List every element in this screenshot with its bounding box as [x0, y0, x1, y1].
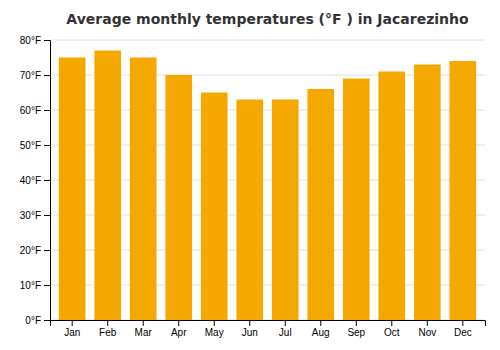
tick-mark — [249, 320, 250, 326]
tick: Apr — [171, 320, 187, 338]
tick-label: Jul — [279, 327, 292, 338]
tick: 20°F — [20, 245, 50, 256]
tick-mark — [44, 75, 50, 76]
bar — [59, 58, 86, 321]
tick: 30°F — [20, 210, 50, 221]
tick: Nov — [418, 320, 436, 338]
tick-mark — [44, 110, 50, 111]
tick-mark — [44, 40, 50, 41]
tick-label: 50°F — [20, 140, 41, 151]
bar — [94, 51, 121, 321]
tick-label: 0°F — [25, 315, 41, 326]
tick-label: 80°F — [20, 35, 41, 46]
tick-mark — [44, 145, 50, 146]
tick: Sep — [347, 320, 365, 338]
tick-label: Dec — [454, 327, 472, 338]
bar — [378, 72, 405, 321]
plot: 0°F 10°F 20°F 30°F 40°F 50°F 60°F 70°F 80°F Jan Fe… — [20, 35, 486, 338]
tick-label: Jun — [242, 327, 258, 338]
grid — [50, 40, 485, 320]
tick-label: Nov — [418, 327, 436, 338]
y-axis: 0°F 10°F 20°F 30°F 40°F 50°F 60°F 70°F 80°F — [20, 35, 51, 326]
tick-label: Mar — [135, 327, 153, 338]
tick: May — [205, 320, 224, 338]
tick: Feb — [99, 320, 117, 338]
title: Average monthly temperatures (°F ) in Ja… — [66, 11, 469, 27]
tick: Mar — [135, 320, 153, 338]
tick-label: 30°F — [20, 210, 41, 221]
tick: Aug — [312, 320, 330, 338]
tick-label: May — [205, 327, 224, 338]
bar — [307, 89, 334, 320]
tick-label: 20°F — [20, 245, 41, 256]
tick-mark — [285, 320, 286, 326]
axis-line — [51, 321, 486, 327]
bar — [414, 65, 441, 321]
bar — [272, 100, 299, 321]
tick: 60°F — [20, 105, 50, 116]
bar — [165, 75, 192, 320]
grid-line — [50, 40, 485, 41]
bar — [130, 58, 157, 321]
tick-mark — [44, 285, 50, 286]
tick-mark — [427, 320, 428, 326]
tick-label: Apr — [171, 327, 187, 338]
tick-label: 60°F — [20, 105, 41, 116]
tick: 40°F — [20, 175, 50, 186]
tick: Oct — [384, 320, 400, 338]
tick-mark — [320, 320, 321, 326]
tick: Jan — [64, 320, 80, 338]
tick-mark — [391, 320, 392, 326]
tick-mark — [178, 320, 179, 326]
tick: 50°F — [20, 140, 50, 151]
tick-mark — [44, 320, 50, 321]
tick-mark — [44, 250, 50, 251]
tick-mark — [44, 215, 50, 216]
tick-mark — [44, 180, 50, 181]
tick-label: 10°F — [20, 280, 41, 291]
bars — [59, 51, 476, 321]
tick-label: 40°F — [20, 175, 41, 186]
tick-mark — [72, 320, 73, 326]
tick-mark — [214, 320, 215, 326]
tick: 80°F — [20, 35, 50, 46]
tick-mark — [462, 320, 463, 326]
bar — [236, 100, 263, 321]
tick-mark — [143, 320, 144, 326]
tick-label: 70°F — [20, 70, 41, 81]
tick-label: Feb — [99, 327, 117, 338]
tick: Jun — [242, 320, 258, 338]
axis-line — [44, 41, 51, 321]
tick-mark — [107, 320, 108, 326]
bar — [449, 61, 476, 320]
bar — [343, 79, 370, 321]
bar — [201, 93, 228, 321]
tick-label: Sep — [347, 327, 365, 338]
tick: Jul — [279, 320, 292, 338]
tick-mark — [356, 320, 357, 326]
tick-label: Jan — [64, 327, 80, 338]
tick-label: Oct — [384, 327, 400, 338]
tick: 70°F — [20, 70, 50, 81]
tick: 0°F — [25, 315, 50, 326]
chart: 0°F 10°F 20°F 30°F 40°F 50°F 60°F 70°F 80°F Jan Fe… — [0, 0, 500, 350]
tick-label: Aug — [312, 327, 330, 338]
x-axis: Jan Feb Mar Apr May Jun Jul Aug Sep Oct Nov Dec — [51, 320, 486, 338]
tick: 10°F — [20, 280, 50, 291]
tick: Dec — [454, 320, 472, 338]
